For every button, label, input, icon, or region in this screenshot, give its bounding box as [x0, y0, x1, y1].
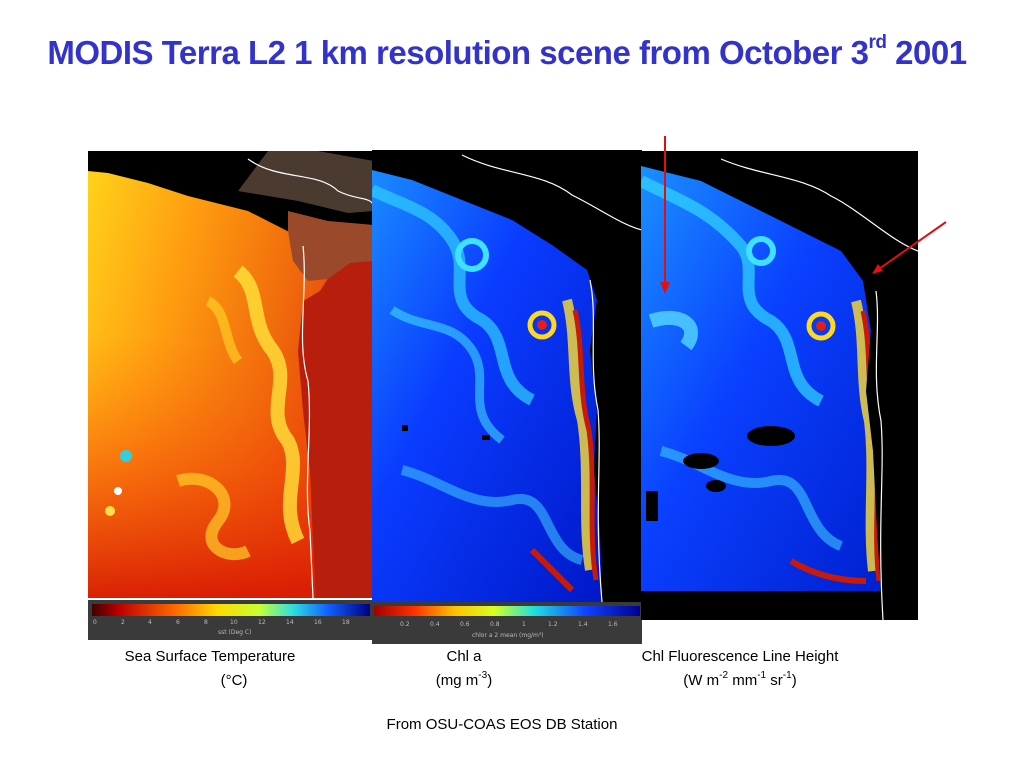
title-main: MODIS Terra L2 1 km resolution scene fro… — [47, 34, 869, 71]
sst-tick: 4 — [148, 619, 152, 626]
chl-tick: 0.6 — [460, 621, 470, 628]
chl-tick: 1.4 — [578, 621, 588, 628]
sst-tick: 18 — [342, 619, 350, 626]
chl-caption: Chl a (mg m-3) — [414, 645, 514, 693]
chl-colorbar-graphic: 0.2 0.4 0.6 0.8 1 1.2 1.4 1.6 chlor a 2 … — [372, 602, 642, 644]
sst-tick: 8 — [204, 619, 208, 626]
chl-tick: 1.2 — [548, 621, 558, 628]
sst-tick: 14 — [286, 619, 294, 626]
flh-caption-unit: (W m-2 mm-1 sr-1) — [683, 670, 797, 690]
chl-tick: 0.2 — [400, 621, 410, 628]
title-year: 2001 — [886, 34, 967, 71]
flh-caption-title: Chl Fluorescence Line Height — [641, 648, 839, 665]
chl-caption-unit: (mg m-3) — [435, 670, 493, 690]
chl-colorbar-label: chlor a 2 mean (mg/m³) — [472, 632, 544, 639]
sst-tick: 2 — [121, 619, 125, 626]
sst-tick: 12 — [258, 619, 266, 626]
sst-tick: 16 — [314, 619, 322, 626]
chl-colorbar: 0.2 0.4 0.6 0.8 1 1.2 1.4 1.6 chlor a 2 … — [372, 602, 642, 644]
sst-tick: 6 — [176, 619, 180, 626]
arrow-down-icon — [660, 136, 670, 294]
slide-title: MODIS Terra L2 1 km resolution scene fro… — [0, 32, 1014, 72]
arrow-diagonal-icon — [872, 221, 947, 274]
sst-map — [88, 151, 374, 598]
sst-image — [88, 151, 374, 598]
chl-tick: 0.4 — [430, 621, 440, 628]
chl-tick: 1 — [522, 621, 526, 628]
flh-caption: Chl Fluorescence Line Height (W m-2 mm-1… — [620, 645, 860, 693]
sst-caption: Sea Surface Temperature (°C) — [110, 645, 310, 693]
sst-tick: 10 — [230, 619, 238, 626]
chl-image — [372, 150, 642, 602]
sst-tick: 0 — [93, 619, 97, 626]
chl-caption-title: Chl a — [446, 648, 482, 665]
chl-map — [372, 150, 642, 602]
sst-colorbar: 0 2 4 6 8 10 12 14 16 18 sst (Deg C) — [88, 600, 374, 640]
flh-map — [641, 151, 918, 620]
title-superscript: rd — [868, 32, 888, 53]
sst-colorbar-label: sst (Deg C) — [218, 629, 251, 636]
sst-caption-title: Sea Surface Temperature — [124, 648, 296, 665]
chl-tick: 0.8 — [490, 621, 500, 628]
sst-colorbar-graphic: 0 2 4 6 8 10 12 14 16 18 sst (Deg C) — [88, 600, 374, 640]
flh-image — [641, 151, 918, 620]
annotation-arrows — [660, 136, 947, 294]
sst-caption-unit: (°C) — [220, 672, 248, 689]
source-credit: From OSU-COAS EOS DB Station — [386, 716, 618, 733]
chl-tick: 1.6 — [608, 621, 618, 628]
